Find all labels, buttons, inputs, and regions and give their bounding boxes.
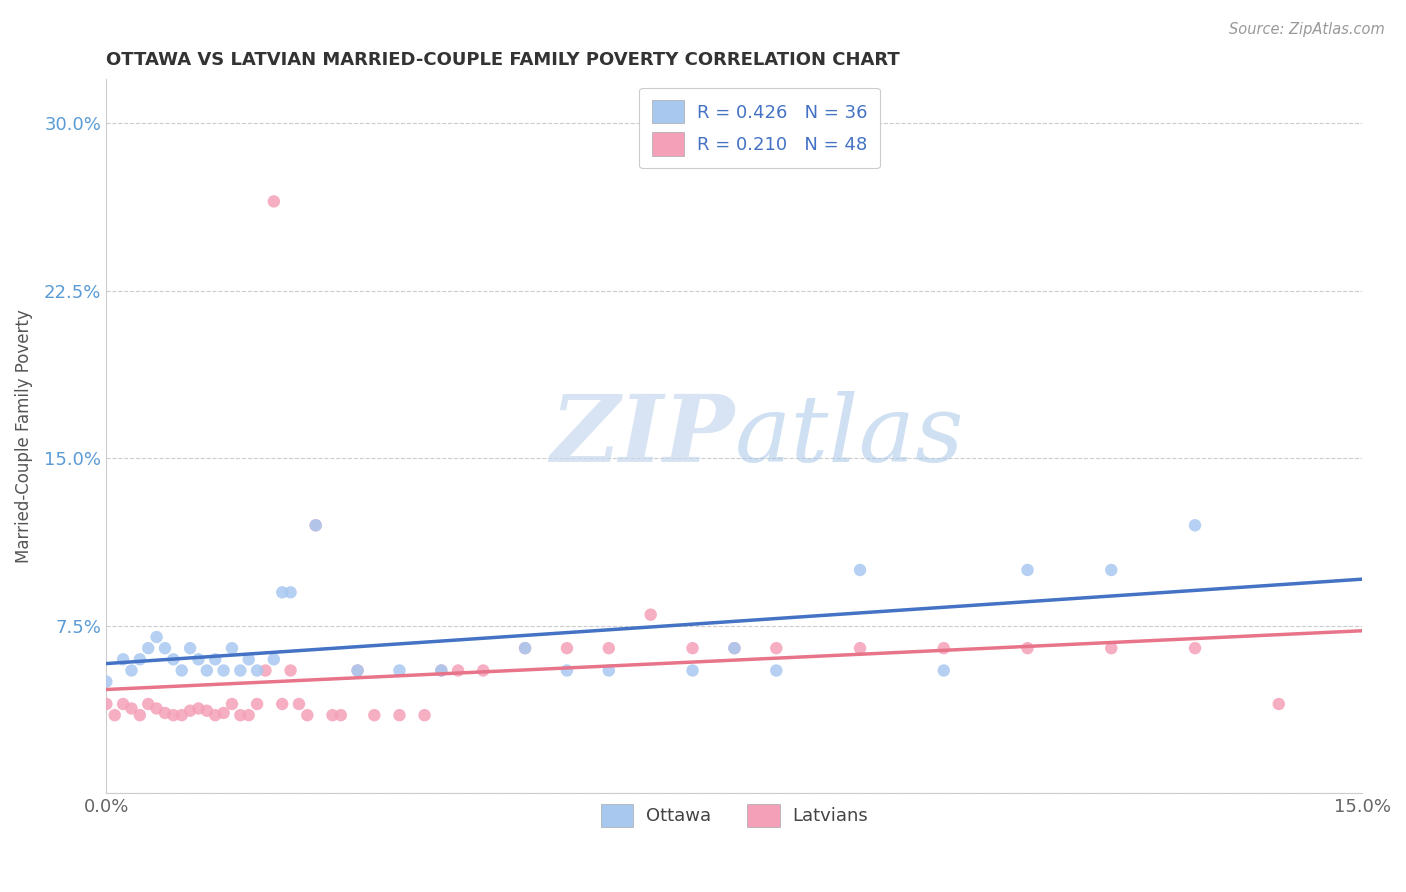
Point [170, 708, 193, 723]
Point [204, 708, 226, 723]
Point [221, 641, 243, 656]
Point [447, 664, 470, 678]
Point [388, 664, 411, 678]
Point [96, 674, 118, 689]
Point [246, 664, 269, 678]
Point [388, 708, 411, 723]
Point [221, 697, 243, 711]
Point [136, 697, 159, 711]
Point [288, 697, 311, 711]
Point [112, 697, 135, 711]
Point [555, 641, 578, 656]
Point [263, 194, 285, 209]
Point [162, 708, 184, 723]
Point [849, 641, 872, 656]
Point [723, 641, 745, 656]
Point [1017, 563, 1039, 577]
Point [254, 664, 277, 678]
Point [1017, 641, 1039, 656]
Point [598, 664, 620, 678]
Point [195, 704, 218, 718]
Point [145, 630, 167, 644]
Point [96, 697, 118, 711]
Point [430, 664, 453, 678]
Point [598, 641, 620, 656]
Point [472, 664, 495, 678]
Point [145, 701, 167, 715]
Text: atlas: atlas [734, 391, 965, 481]
Point [682, 664, 704, 678]
Point [1099, 641, 1122, 656]
Point [413, 708, 436, 723]
Text: Source: ZipAtlas.com: Source: ZipAtlas.com [1229, 22, 1385, 37]
Point [723, 641, 745, 656]
Point [112, 652, 135, 666]
Text: OTTAWA VS LATVIAN MARRIED-COUPLE FAMILY POVERTY CORRELATION CHART: OTTAWA VS LATVIAN MARRIED-COUPLE FAMILY … [107, 51, 900, 69]
Point [128, 652, 150, 666]
Point [128, 708, 150, 723]
Point [121, 664, 143, 678]
Point [271, 697, 294, 711]
Point [1267, 697, 1289, 711]
Point [932, 664, 955, 678]
Point [179, 704, 201, 718]
Point [329, 708, 352, 723]
Point [153, 706, 176, 720]
Point [555, 664, 578, 678]
Point [765, 641, 787, 656]
Point [297, 708, 319, 723]
Point [513, 641, 536, 656]
Point [195, 664, 218, 678]
Point [765, 664, 787, 678]
Point [121, 701, 143, 715]
Point [682, 641, 704, 656]
Point [280, 664, 302, 678]
Point [932, 641, 955, 656]
Point [430, 664, 453, 678]
Point [513, 641, 536, 656]
Point [1184, 518, 1206, 533]
Point [229, 708, 252, 723]
Point [321, 708, 343, 723]
Point [162, 652, 184, 666]
Y-axis label: Married-Couple Family Poverty: Married-Couple Family Poverty [15, 310, 32, 563]
Point [179, 641, 201, 656]
Point [104, 708, 127, 723]
Point [271, 585, 294, 599]
Point [212, 706, 235, 720]
Point [204, 652, 226, 666]
Point [136, 641, 159, 656]
Point [305, 518, 328, 533]
Point [640, 607, 662, 622]
Point [238, 708, 260, 723]
Point [363, 708, 385, 723]
Point [346, 664, 368, 678]
Point [849, 563, 872, 577]
Text: ZIP: ZIP [550, 391, 734, 481]
Point [246, 697, 269, 711]
Point [170, 664, 193, 678]
Point [212, 664, 235, 678]
Point [280, 585, 302, 599]
Point [238, 652, 260, 666]
Point [263, 652, 285, 666]
Point [229, 664, 252, 678]
Point [1099, 563, 1122, 577]
Legend: Ottawa, Latvians: Ottawa, Latvians [593, 797, 876, 834]
Point [187, 652, 209, 666]
Point [1184, 641, 1206, 656]
Point [153, 641, 176, 656]
Point [187, 701, 209, 715]
Point [305, 518, 328, 533]
Point [346, 664, 368, 678]
